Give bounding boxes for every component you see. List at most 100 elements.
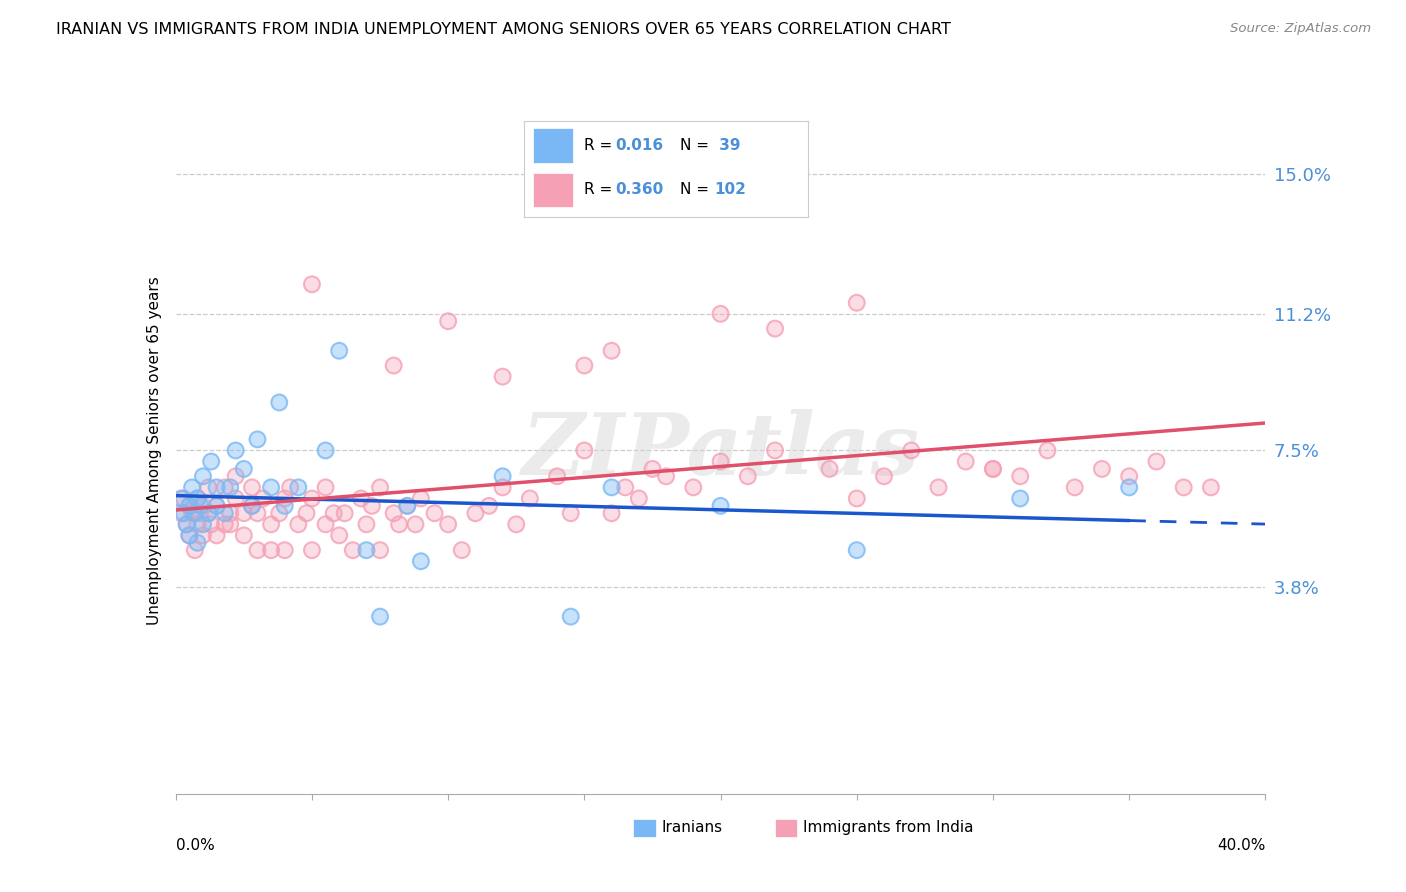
Point xyxy=(600,506,623,520)
Point xyxy=(845,543,868,558)
Text: 40.0%: 40.0% xyxy=(1218,838,1265,854)
Point xyxy=(252,491,274,506)
Point xyxy=(1063,480,1085,494)
Point xyxy=(818,462,841,476)
Point xyxy=(981,462,1004,476)
Y-axis label: Unemployment Among Seniors over 65 years: Unemployment Among Seniors over 65 years xyxy=(146,277,162,624)
Point xyxy=(574,359,596,373)
Point xyxy=(818,462,841,476)
Point xyxy=(560,506,582,520)
Point xyxy=(315,517,337,532)
Point xyxy=(214,517,236,532)
Point xyxy=(600,506,623,520)
Point xyxy=(274,499,297,513)
Point xyxy=(845,491,868,506)
Point xyxy=(1036,443,1059,458)
Point xyxy=(315,480,337,494)
Point xyxy=(269,395,291,409)
Point xyxy=(219,517,242,532)
Point xyxy=(1010,469,1032,483)
Point xyxy=(246,506,269,520)
Point xyxy=(269,506,291,520)
Point xyxy=(225,491,247,506)
Point xyxy=(191,517,214,532)
Point xyxy=(763,443,786,458)
Point xyxy=(186,491,209,506)
Point xyxy=(450,543,472,558)
Point xyxy=(350,491,373,506)
Point xyxy=(350,491,373,506)
Point xyxy=(845,491,868,506)
Point xyxy=(360,499,382,513)
Point xyxy=(600,480,623,494)
Point xyxy=(845,295,868,310)
Point xyxy=(219,506,242,520)
Point xyxy=(197,480,219,494)
Text: Immigrants from India: Immigrants from India xyxy=(803,821,973,835)
Point xyxy=(219,480,242,494)
Point xyxy=(214,517,236,532)
Point xyxy=(269,395,291,409)
Point xyxy=(437,517,460,532)
Point xyxy=(197,506,219,520)
Point xyxy=(246,433,269,447)
Point xyxy=(191,499,214,513)
Point xyxy=(225,491,247,506)
Point xyxy=(205,499,228,513)
Point xyxy=(197,506,219,520)
Point xyxy=(423,506,446,520)
Point xyxy=(574,359,596,373)
Point xyxy=(396,499,419,513)
Point xyxy=(342,543,364,558)
Point xyxy=(186,517,209,532)
Point xyxy=(191,469,214,483)
Point xyxy=(200,517,222,532)
Point xyxy=(225,469,247,483)
Point xyxy=(333,506,356,520)
Point xyxy=(181,480,204,494)
Point xyxy=(186,535,209,549)
Point xyxy=(184,506,207,520)
Point xyxy=(179,499,201,513)
Point xyxy=(219,517,242,532)
Point xyxy=(464,506,486,520)
Point xyxy=(200,454,222,468)
Point xyxy=(737,469,759,483)
Point xyxy=(981,462,1004,476)
Point xyxy=(388,517,411,532)
Point xyxy=(197,506,219,520)
Point xyxy=(274,491,297,506)
Point xyxy=(1010,491,1032,506)
Point xyxy=(301,491,323,506)
Point xyxy=(682,480,704,494)
Text: N =: N = xyxy=(681,182,714,197)
Point xyxy=(560,609,582,624)
Point xyxy=(1118,480,1140,494)
Point xyxy=(763,321,786,335)
Point xyxy=(519,491,541,506)
Point xyxy=(333,506,356,520)
Point xyxy=(260,480,283,494)
Point xyxy=(170,491,193,506)
Point xyxy=(184,543,207,558)
Point xyxy=(315,480,337,494)
Point xyxy=(1118,480,1140,494)
Point xyxy=(627,491,650,506)
Point xyxy=(197,480,219,494)
Point xyxy=(205,499,228,513)
Point xyxy=(176,517,198,532)
Text: Iranians: Iranians xyxy=(661,821,723,835)
Point xyxy=(505,517,527,532)
Point xyxy=(179,528,201,542)
Point xyxy=(655,174,678,188)
Point xyxy=(287,480,309,494)
Point xyxy=(214,506,236,520)
Point xyxy=(246,433,269,447)
Point xyxy=(197,506,219,520)
Point xyxy=(845,543,868,558)
Point xyxy=(173,506,195,520)
Point xyxy=(1144,454,1167,468)
Point xyxy=(184,506,207,520)
Point xyxy=(600,343,623,358)
Point xyxy=(170,491,193,506)
